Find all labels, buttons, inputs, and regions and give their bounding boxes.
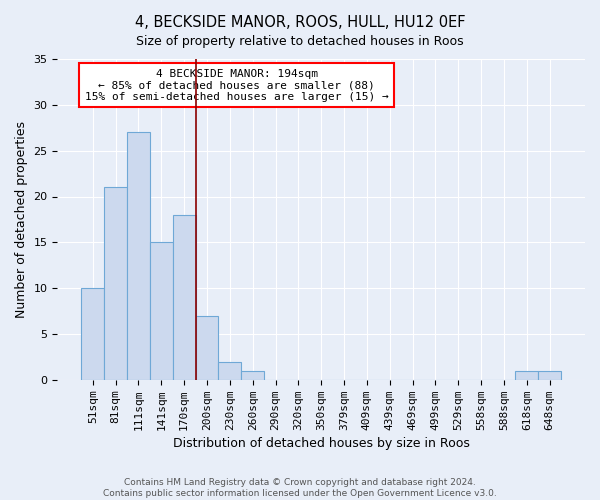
Bar bbox=[196, 316, 218, 380]
Bar bbox=[538, 370, 561, 380]
Text: Contains HM Land Registry data © Crown copyright and database right 2024.
Contai: Contains HM Land Registry data © Crown c… bbox=[103, 478, 497, 498]
Bar bbox=[515, 370, 538, 380]
Text: 4, BECKSIDE MANOR, ROOS, HULL, HU12 0EF: 4, BECKSIDE MANOR, ROOS, HULL, HU12 0EF bbox=[135, 15, 465, 30]
Text: Size of property relative to detached houses in Roos: Size of property relative to detached ho… bbox=[136, 35, 464, 48]
Bar bbox=[82, 288, 104, 380]
Y-axis label: Number of detached properties: Number of detached properties bbox=[15, 121, 28, 318]
X-axis label: Distribution of detached houses by size in Roos: Distribution of detached houses by size … bbox=[173, 437, 470, 450]
Bar bbox=[218, 362, 241, 380]
Bar bbox=[241, 370, 264, 380]
Bar bbox=[150, 242, 173, 380]
Bar bbox=[127, 132, 150, 380]
Bar bbox=[173, 215, 196, 380]
Bar bbox=[104, 188, 127, 380]
Text: 4 BECKSIDE MANOR: 194sqm
← 85% of detached houses are smaller (88)
15% of semi-d: 4 BECKSIDE MANOR: 194sqm ← 85% of detach… bbox=[85, 68, 389, 102]
